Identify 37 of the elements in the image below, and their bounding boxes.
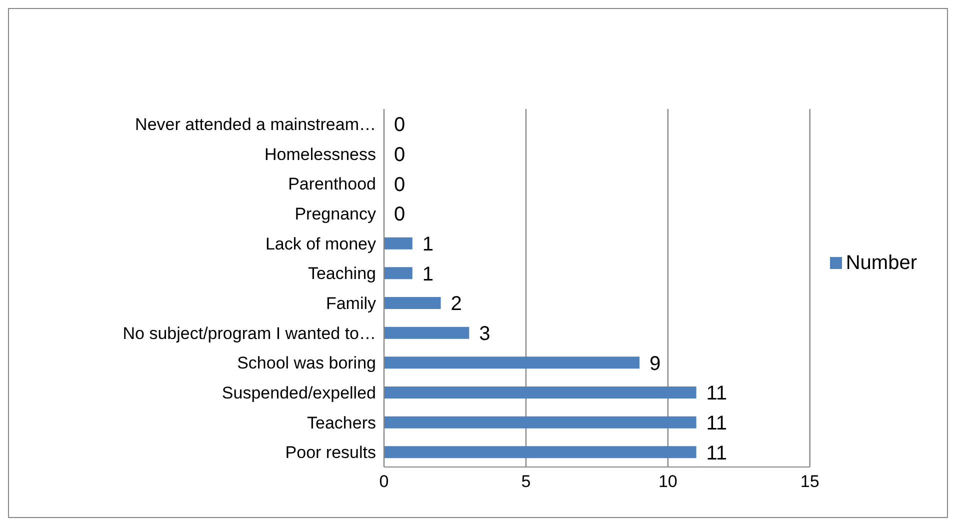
bar: [384, 267, 412, 280]
y-tick-label: Pregnancy: [294, 204, 376, 224]
data-label: 1: [422, 233, 434, 256]
x-tick-label: 0: [379, 472, 389, 492]
y-tick-label: Family: [326, 294, 376, 313]
legend-label: Number: [846, 252, 917, 274]
y-tick-label: School was boring: [237, 354, 376, 373]
y-tick-label: Lack of money: [265, 234, 376, 254]
y-tick-label: Poor results: [285, 443, 376, 462]
data-label: 3: [479, 322, 490, 345]
y-tick-label: Parenthood: [288, 174, 376, 194]
data-label: 11: [706, 412, 728, 434]
bar: [384, 386, 696, 398]
data-label: 11: [706, 382, 728, 405]
bar: [384, 326, 470, 339]
bar: [384, 237, 412, 250]
y-tick-label: No subject/program I wanted to…: [122, 324, 376, 343]
data-label: 0: [394, 174, 406, 196]
y-tick-label: Teachers: [307, 413, 376, 432]
y-tick-label: Never attended a mainstream…: [135, 114, 376, 134]
bar: [384, 297, 441, 309]
x-tick-label: 10: [658, 472, 678, 492]
data-label: 1: [422, 263, 434, 286]
data-label: 2: [450, 293, 462, 316]
x-tick-label: 5: [521, 472, 531, 492]
data-label: 9: [650, 352, 661, 375]
x-tick-label: 15: [800, 472, 820, 492]
bar: [384, 416, 696, 428]
bar: [384, 446, 696, 458]
data-label: 0: [394, 114, 406, 136]
data-label: 11: [706, 442, 728, 464]
y-tick-label: Homelessness: [264, 144, 376, 164]
bar: [384, 356, 640, 369]
data-label: 0: [394, 204, 406, 226]
y-tick-label: Suspended/expelled: [222, 383, 376, 402]
y-tick-label: Teaching: [308, 264, 376, 284]
data-label: 0: [394, 144, 406, 166]
